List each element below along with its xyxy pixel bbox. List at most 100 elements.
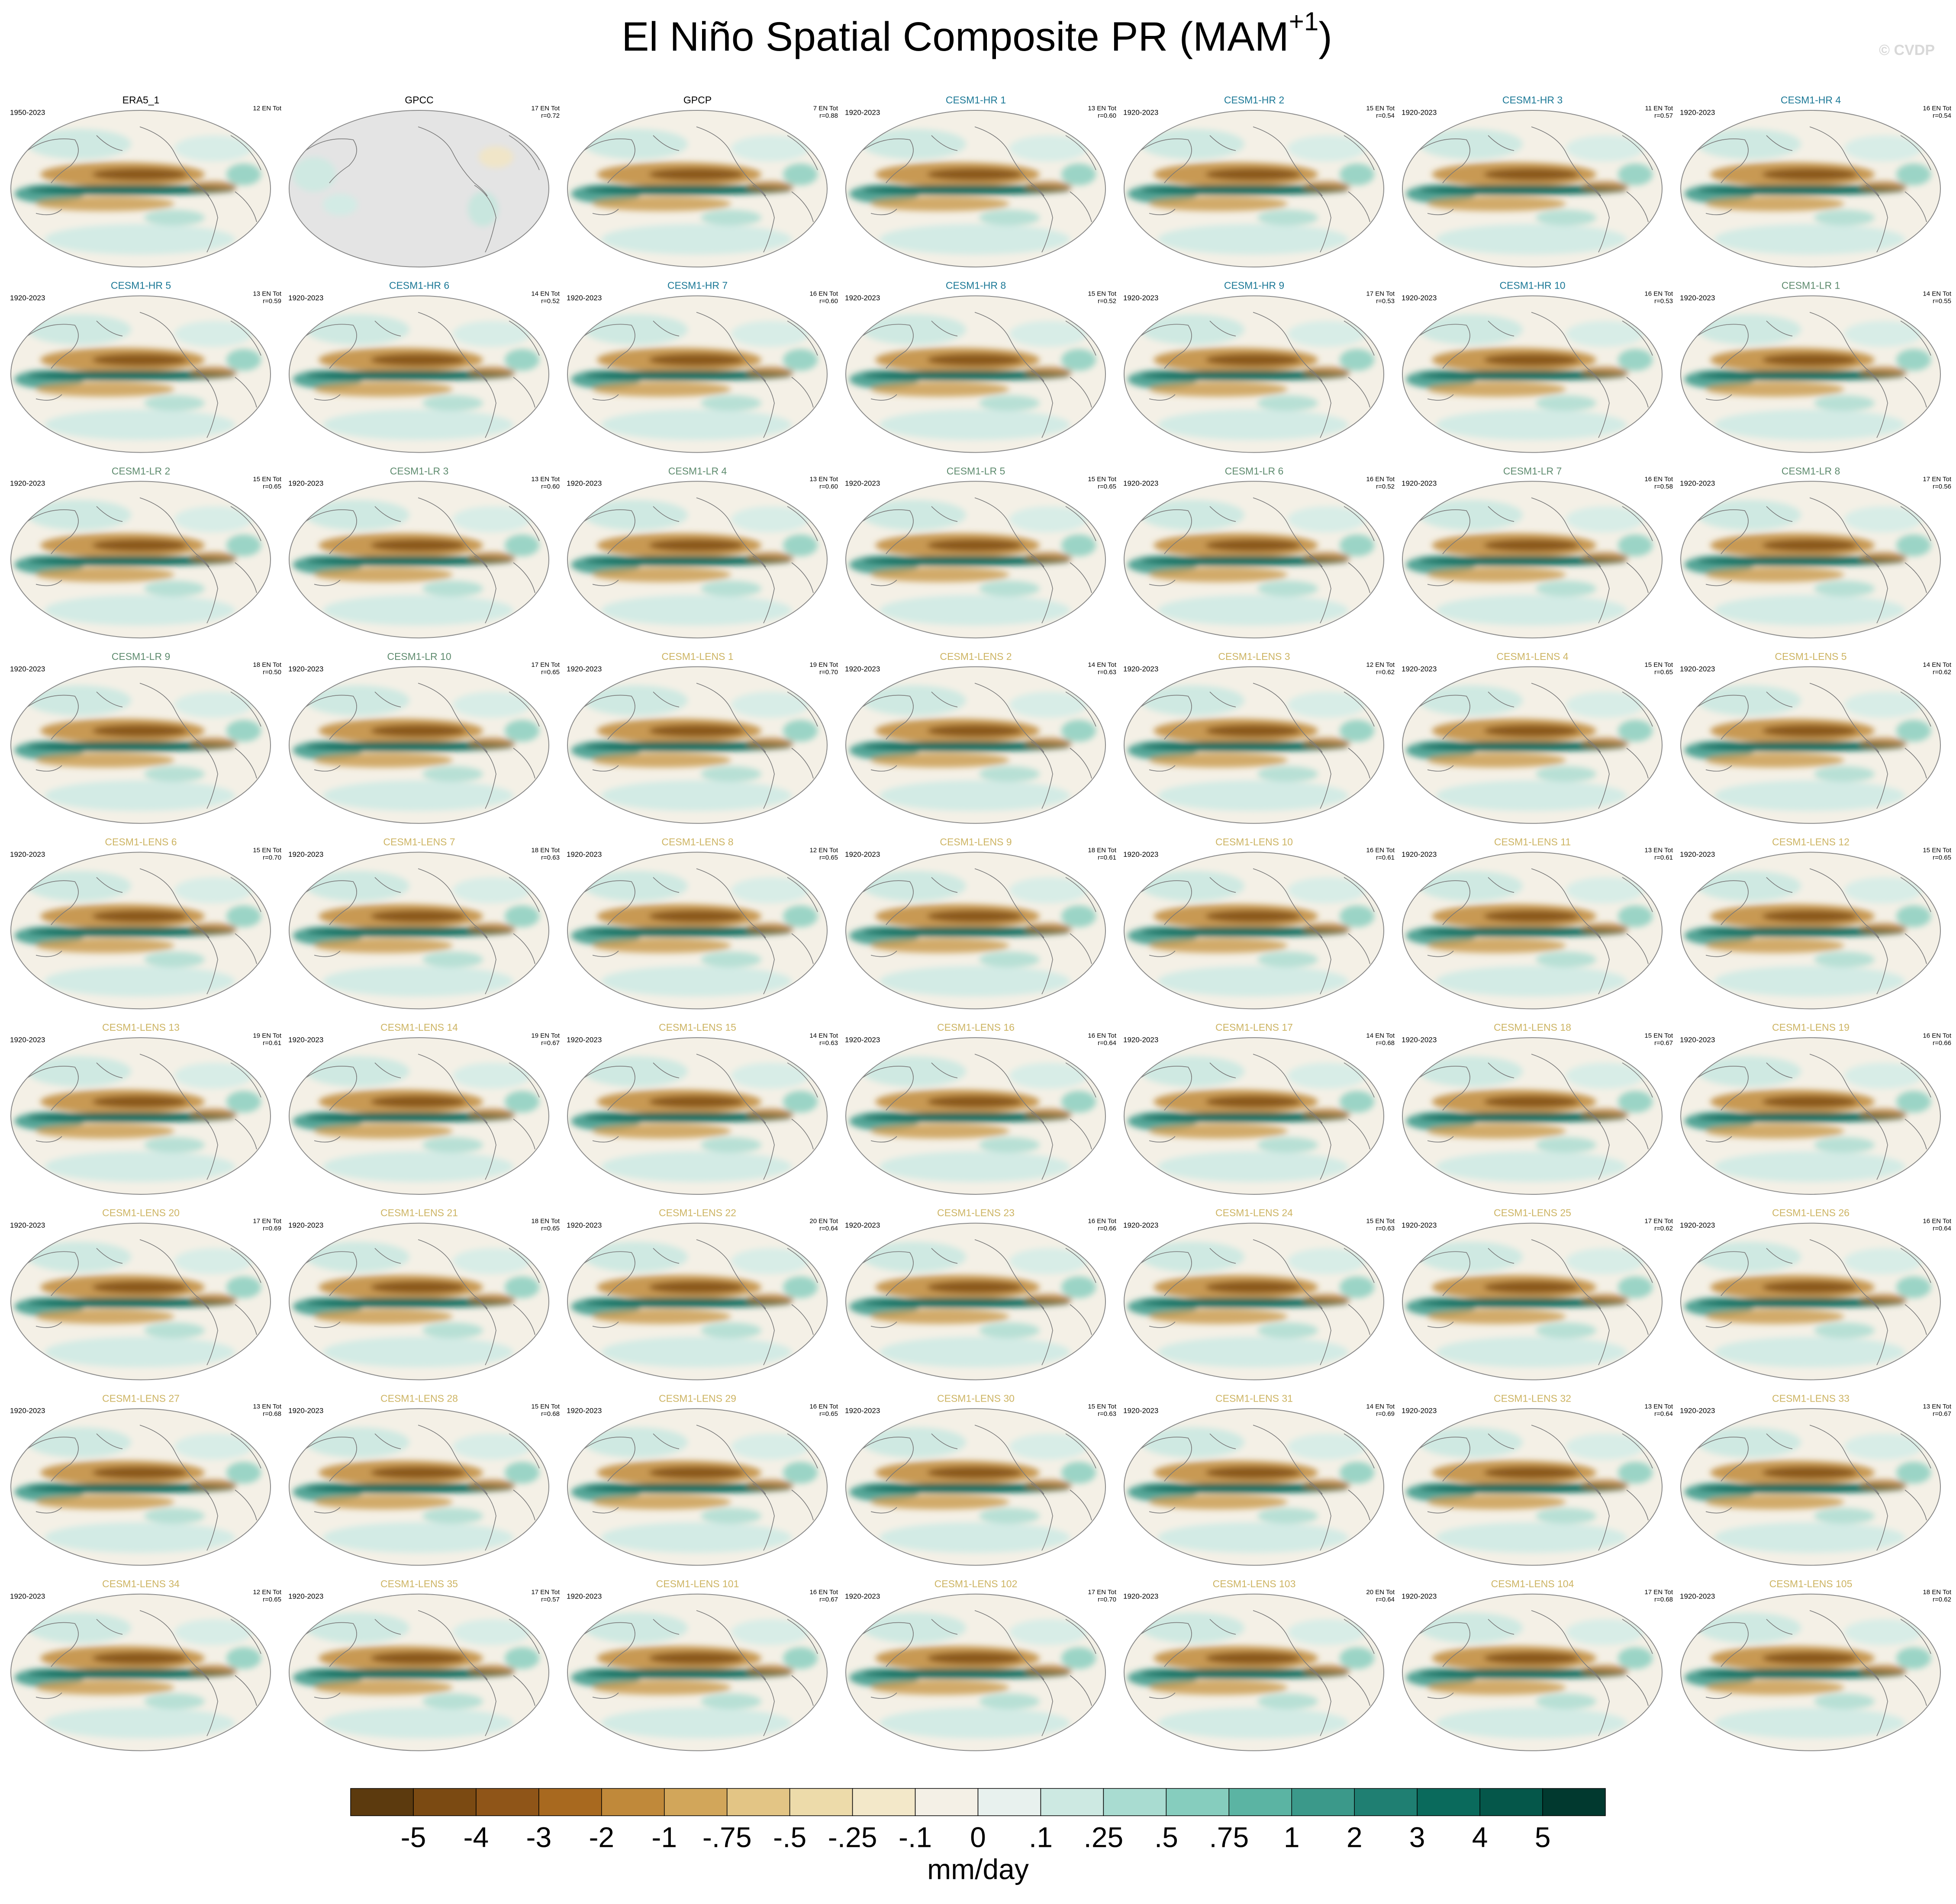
pattern-correlation: r=0.61 (1098, 854, 1116, 861)
period: 1920-2023 (567, 1036, 602, 1044)
panel-title: CESM1-LENS 35 (380, 1578, 458, 1589)
colorbar-label: .5 (1154, 1821, 1178, 1853)
panel-title: CESM1-LENS 32 (1494, 1393, 1571, 1404)
map (1124, 1038, 1384, 1194)
period: 1920-2023 (288, 850, 323, 859)
pattern-correlation: r=0.65 (541, 669, 560, 676)
title: El Niño Spatial Composite PR (MAM+1) (622, 7, 1332, 60)
en-count: 14 EN Tot (1923, 290, 1951, 298)
period: 1920-2023 (845, 850, 880, 859)
pattern-correlation: r=0.68 (1654, 1596, 1673, 1603)
period: 1920-2023 (10, 1221, 45, 1229)
panel-title: CESM1-HR 10 (1499, 280, 1565, 291)
map (1681, 296, 1940, 453)
en-count: 17 EN Tot (531, 105, 560, 112)
colorbar-label: -.75 (702, 1821, 752, 1853)
pattern-correlation: r=0.68 (263, 1410, 281, 1418)
map (846, 296, 1105, 453)
map (289, 296, 549, 453)
colorbar-label: 3 (1409, 1821, 1425, 1853)
map (846, 1594, 1105, 1751)
panel-title: CESM1-LENS 4 (1496, 651, 1568, 662)
map (1124, 296, 1384, 453)
colorbar-label: 4 (1472, 1821, 1488, 1853)
panel-title: CESM1-LENS 3 (1218, 651, 1290, 662)
en-count: 18 EN Tot (1088, 846, 1116, 854)
pattern-correlation: r=0.63 (1376, 1225, 1395, 1232)
panel-title: CESM1-HR 5 (111, 280, 171, 291)
colorbar-box (664, 1788, 728, 1816)
en-count: 13 EN Tot (253, 1403, 281, 1410)
colorbar-box (1103, 1788, 1167, 1816)
pattern-correlation: r=0.52 (1098, 298, 1116, 305)
panel-title: CESM1-LENS 16 (937, 1022, 1015, 1033)
panel-title: CESM1-LENS 12 (1772, 836, 1850, 847)
map (1681, 1594, 1940, 1751)
panel-title: CESM1-LR 7 (1503, 465, 1562, 476)
en-count: 17 EN Tot (1088, 1589, 1116, 1596)
period: 1920-2023 (1123, 294, 1158, 302)
period: 1920-2023 (567, 1592, 602, 1600)
colorbar-box (726, 1788, 790, 1816)
panel-title: CESM1-LENS 33 (1772, 1393, 1850, 1404)
panel-title: CESM1-LENS 101 (656, 1578, 739, 1589)
pattern-correlation: r=0.63 (819, 1039, 838, 1047)
period: 1920-2023 (1402, 665, 1437, 673)
period: 1920-2023 (1123, 479, 1158, 488)
colorbar-box (915, 1788, 979, 1816)
panel-title: CESM1-HR 4 (1781, 94, 1841, 106)
colorbar-label: -2 (589, 1821, 614, 1853)
panel-title: CESM1-LR 4 (668, 465, 727, 476)
period: 1920-2023 (288, 294, 323, 302)
period: 1920-2023 (845, 1407, 880, 1415)
panel-title: GPCP (683, 94, 712, 106)
map (289, 1223, 549, 1380)
pattern-correlation: r=0.62 (1933, 1596, 1951, 1603)
period: 1920-2023 (288, 665, 323, 673)
colorbar-label: -1 (651, 1821, 677, 1853)
pattern-correlation: r=0.64 (1933, 1225, 1951, 1232)
en-count: 13 EN Tot (1088, 105, 1116, 112)
map (567, 667, 827, 823)
pattern-correlation: r=0.60 (1098, 112, 1116, 119)
pattern-correlation: r=0.65 (819, 1410, 838, 1418)
map (289, 110, 549, 267)
en-count: 15 EN Tot (1644, 1032, 1673, 1039)
colorbar-box (538, 1788, 602, 1816)
period: 1920-2023 (288, 479, 323, 488)
map (1402, 1409, 1662, 1565)
colorbar-box (601, 1788, 665, 1816)
period: 1920-2023 (845, 665, 880, 673)
map (11, 481, 271, 638)
en-count: 15 EN Tot (253, 846, 281, 854)
panel-title: CESM1-LENS 25 (1494, 1207, 1571, 1219)
en-count: 19 EN Tot (809, 661, 838, 669)
pattern-correlation: r=0.67 (1933, 1410, 1951, 1418)
map (846, 481, 1105, 638)
colorbar-box (1291, 1788, 1355, 1816)
pattern-correlation: r=0.50 (263, 669, 281, 676)
en-count: 16 EN Tot (1644, 290, 1673, 298)
map (846, 1223, 1105, 1380)
watermark: © CVDP (1879, 42, 1935, 58)
pattern-correlation: r=0.67 (1654, 1039, 1673, 1047)
pattern-correlation: r=0.61 (1376, 854, 1395, 861)
pattern-correlation: r=0.61 (1654, 854, 1673, 861)
title-superscript: +1 (1289, 7, 1318, 36)
map (289, 481, 549, 638)
map (1402, 481, 1662, 638)
en-count: 18 EN Tot (531, 1218, 560, 1225)
en-count: 17 EN Tot (1923, 476, 1951, 483)
colorbar-label: -.5 (773, 1821, 806, 1853)
pattern-correlation: r=0.60 (541, 483, 560, 490)
period: 1920-2023 (1402, 108, 1437, 116)
en-count: 13 EN Tot (1644, 1403, 1673, 1410)
map (289, 1038, 549, 1194)
pattern-correlation: r=0.72 (541, 112, 560, 119)
period: 1920-2023 (1680, 1592, 1715, 1600)
en-count: 14 EN Tot (1088, 661, 1116, 669)
panel-title: CESM1-LR 6 (1225, 465, 1283, 476)
map (1681, 110, 1940, 267)
period: 1920-2023 (1680, 1221, 1715, 1229)
